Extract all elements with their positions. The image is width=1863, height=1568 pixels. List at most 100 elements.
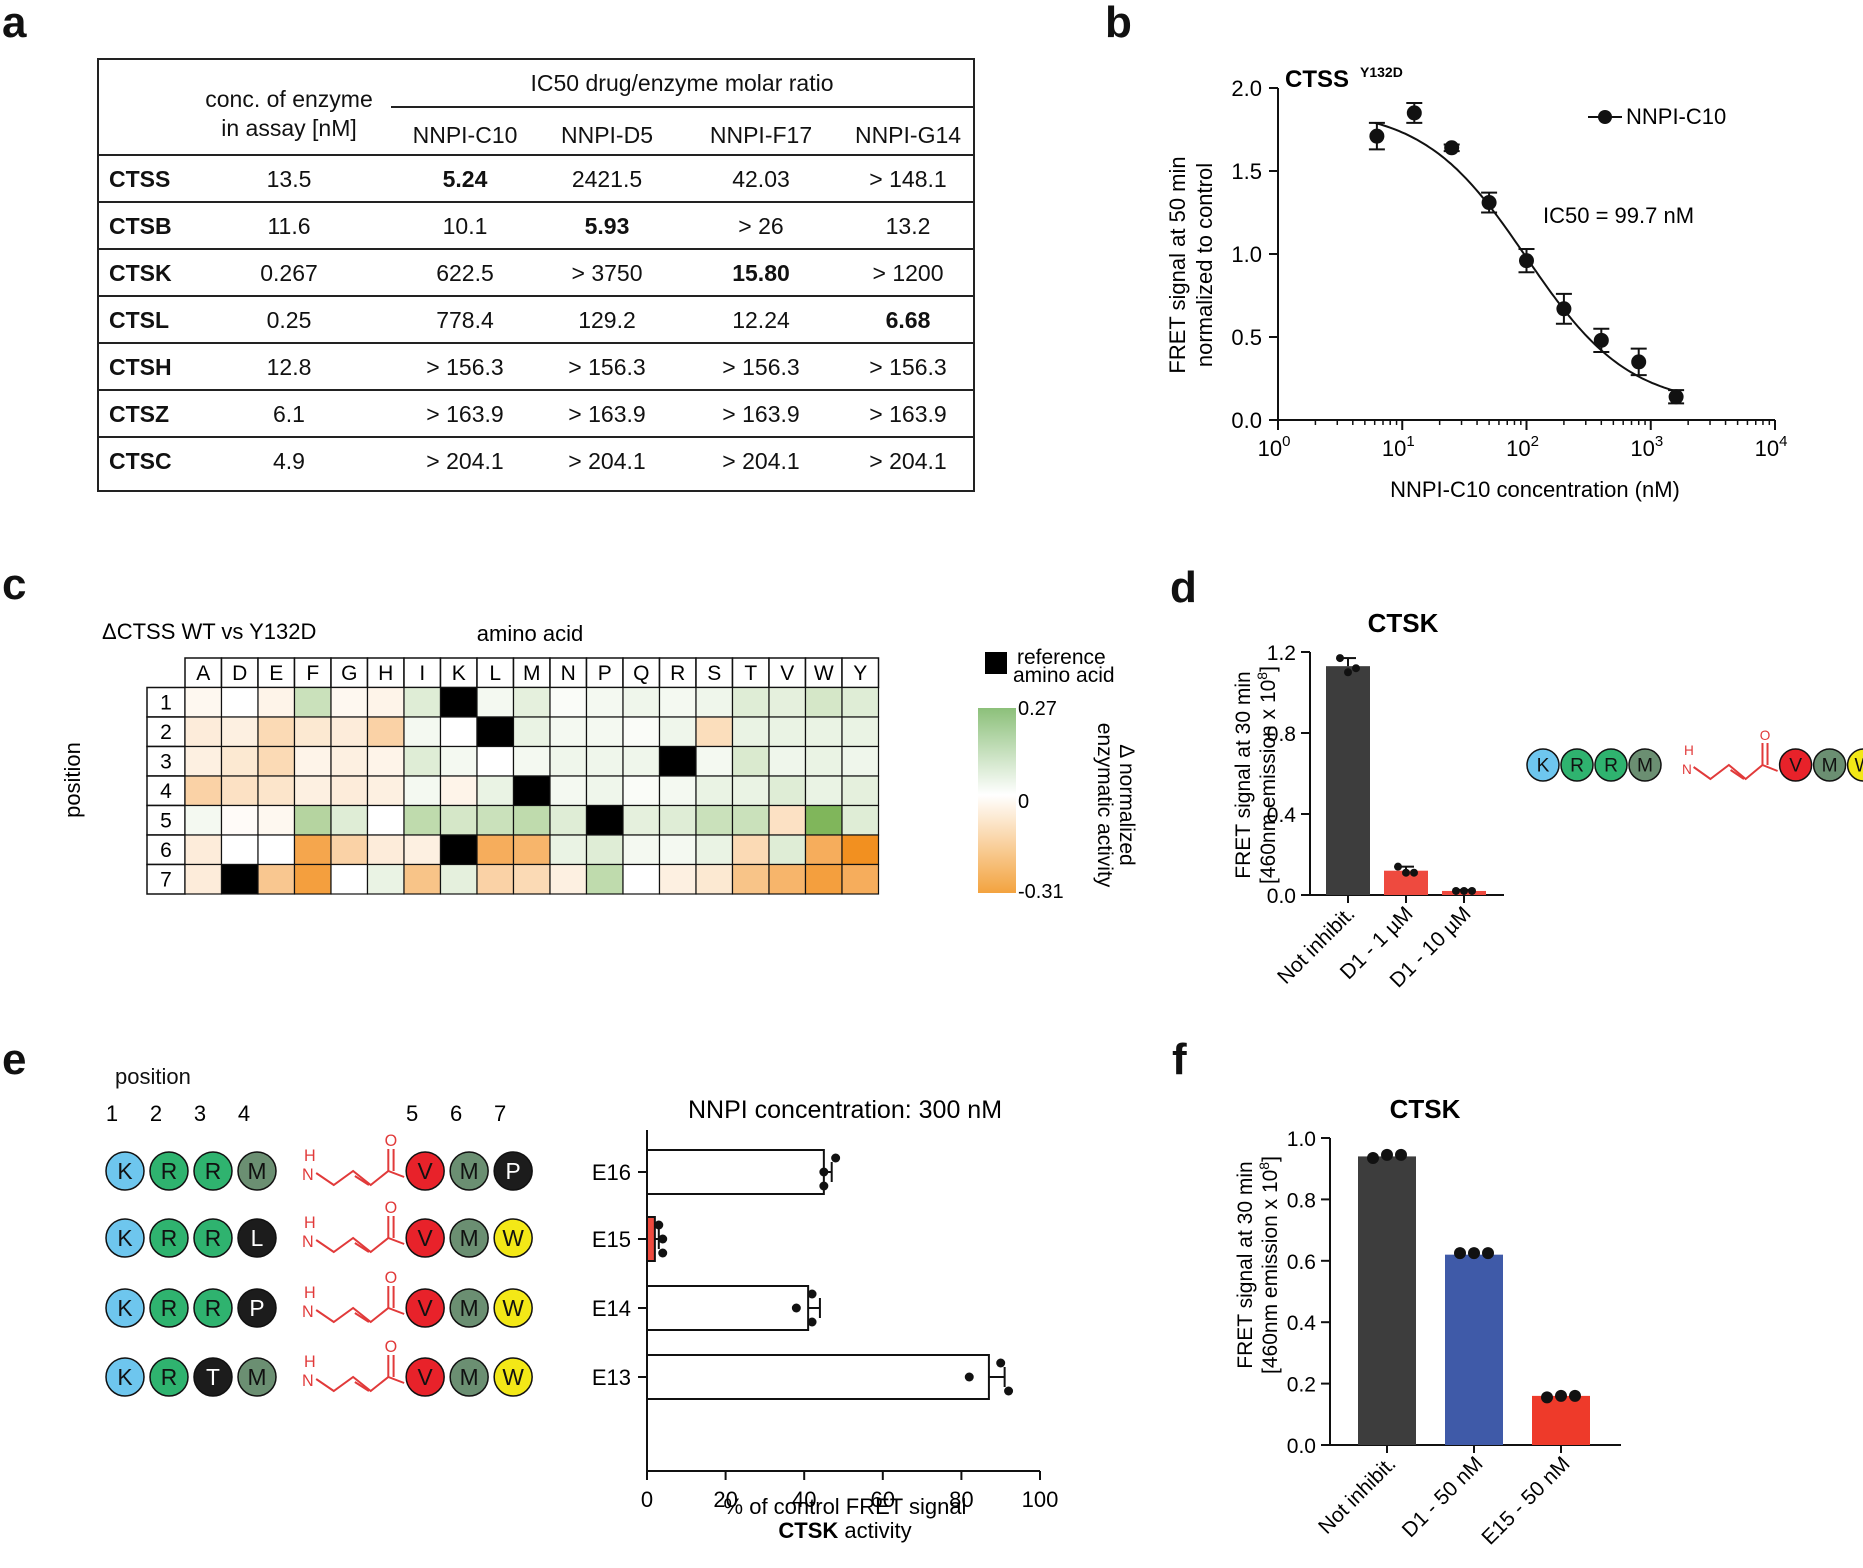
table-row: CTSK 0.267 622.5 > 3750 15.80 > 1200 [99, 248, 973, 296]
data-point [1406, 105, 1422, 121]
linker-double-bond [354, 1381, 370, 1392]
row-header: 3 [160, 751, 172, 774]
colorbar-label-l2: enzymatic activity [1093, 723, 1116, 888]
amino-acid-circle [193, 1218, 233, 1258]
heatmap-cell [293, 863, 332, 895]
heatmap-cell [622, 834, 661, 866]
data-point [964, 1372, 974, 1382]
heatmap-cell [257, 863, 296, 895]
heatmap-cell [476, 716, 515, 748]
heatmap-cell [695, 863, 734, 895]
column-header: G [341, 662, 357, 685]
heatmap-cell [585, 686, 624, 718]
heatmap-cell [804, 834, 843, 866]
data-point [1555, 1389, 1567, 1402]
heatmap-cell [549, 775, 588, 807]
amino-acid-label: R [161, 1295, 177, 1321]
bar-chart-f: CTSK FRET signal at 30 min [460nm emissi… [1234, 1094, 1621, 1549]
table-cell: > 204.1 [568, 448, 646, 474]
data-point [1444, 140, 1460, 156]
heatmap-cell [330, 834, 369, 866]
data-point [1452, 886, 1460, 895]
panel-label-d: d [1170, 563, 1197, 612]
row-header-cell [146, 686, 186, 718]
row-header: 6 [160, 839, 172, 862]
data-point [658, 1234, 668, 1244]
data-point [1369, 128, 1385, 144]
chart-f-ylabel-l1: FRET signal at 30 min [1234, 1161, 1257, 1368]
heatmap-cell [184, 863, 223, 895]
amino-acid-label: V [418, 1295, 434, 1321]
amino-acid-circle [1594, 748, 1628, 782]
y-tick-label: E15 [592, 1227, 631, 1252]
table-row-conc: 11.6 [267, 213, 311, 239]
heatmap-cell [403, 745, 442, 777]
table-cell: 2421.5 [571, 166, 643, 192]
heatmap-cell [293, 834, 332, 866]
linker-double-bond [1730, 769, 1745, 780]
chart-b-annotation: IC50 = 99.7 nM [1543, 203, 1694, 228]
y-tick-label: E16 [592, 1160, 631, 1185]
column-header: V [780, 662, 794, 685]
heatmap-cell [841, 716, 880, 748]
amino-acid-circle [149, 1357, 189, 1397]
heatmap-cell [366, 834, 405, 866]
chart-d-title: CTSK [1368, 608, 1439, 638]
y-tick-label: 0.0 [1287, 1435, 1316, 1458]
heatmap-cell [512, 716, 551, 748]
heatmap-cell [512, 863, 551, 895]
reference-legend-l1: reference [1017, 646, 1106, 669]
position-number: 7 [494, 1105, 506, 1126]
heatmap-cell [549, 863, 588, 895]
data-point [1410, 868, 1418, 877]
heatmap-cell [257, 775, 296, 807]
heatmap-cell [768, 686, 807, 718]
table-cell: 6.68 [885, 307, 931, 333]
linker-chain [1693, 763, 1778, 781]
x-tick-label: 100 [1022, 1487, 1059, 1512]
reference-legend-swatch [985, 652, 1007, 674]
heatmap-cell [293, 775, 332, 807]
heatmap-cell [476, 804, 515, 836]
data-point [807, 1317, 817, 1327]
table-cell: 129.2 [578, 307, 636, 333]
heatmap-cell [622, 745, 661, 777]
heatmap-cell [366, 686, 405, 718]
heatmap-cell [476, 834, 515, 866]
heatmap-cell [622, 863, 661, 895]
heatmap-cell [403, 804, 442, 836]
panel-label-b: b [1105, 0, 1132, 47]
heatmap-cell [330, 863, 369, 895]
data-point [1344, 668, 1352, 677]
heatmap-cell [841, 686, 880, 718]
heatmap-cell [512, 775, 551, 807]
amino-acid-label: K [117, 1364, 132, 1390]
heatmap-cell [658, 804, 697, 836]
amino-acid-circle [105, 1288, 145, 1328]
heatmap-cell [768, 863, 807, 895]
heatmap-cell [695, 775, 734, 807]
x-tick-exp: 0 [1282, 433, 1290, 450]
column-header: T [744, 662, 757, 685]
y-tick-label: 1.5 [1231, 159, 1262, 184]
x-tick-base: 10 [1382, 436, 1406, 461]
chart-e-title: NNPI concentration: 300 nM [688, 1096, 1002, 1124]
data-point [658, 1248, 668, 1258]
data-point [1352, 664, 1360, 673]
table-group-header: IC50 drug/enzyme molar ratio [530, 70, 834, 96]
table-row-conc: 0.25 [266, 307, 312, 333]
linker-n: N [302, 1303, 314, 1321]
heatmap-cell [293, 745, 332, 777]
y-tick-label: 1.2 [1267, 642, 1296, 665]
row-header: 1 [160, 692, 172, 715]
column-header-cell [658, 657, 697, 689]
heatmap-cell [731, 686, 770, 718]
heatmap-cell [512, 686, 551, 718]
heatmap-cell [293, 804, 332, 836]
linker-double-bond [354, 1242, 370, 1253]
chart-f-ylabel-l2-main: [460nm emission x 10 [1259, 1170, 1282, 1374]
table-cell: > 156.3 [568, 354, 646, 380]
heatmap-cell [804, 686, 843, 718]
linker-chain [315, 1236, 405, 1254]
column-header: W [814, 662, 834, 685]
